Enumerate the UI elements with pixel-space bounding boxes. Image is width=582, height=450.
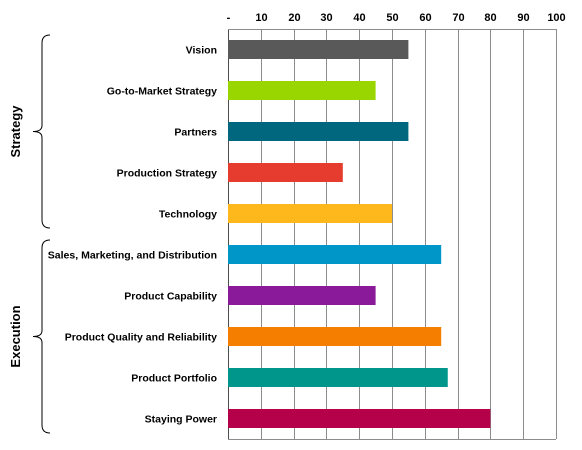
x-axis-ticks: - 10 20 30 40 50 60 70 80 90 100 — [227, 12, 566, 24]
bar-go-to-market-strategy — [228, 81, 376, 100]
bars — [228, 40, 491, 428]
bar-product-capability — [228, 286, 376, 305]
bar-technology — [228, 204, 392, 223]
x-tick-label: 10 — [255, 12, 267, 24]
category-label: Product Portfolio — [131, 373, 217, 385]
category-label: Sales, Marketing, and Distribution — [48, 250, 217, 262]
x-tick-label: 30 — [320, 12, 332, 24]
bar-staying-power — [228, 409, 491, 428]
x-tick-label: 90 — [517, 12, 529, 24]
x-tick-label: 20 — [288, 12, 300, 24]
group-bracket — [32, 34, 51, 229]
bar-vision — [228, 40, 409, 59]
bar-product-portfolio — [228, 368, 448, 387]
x-tick-label: 70 — [452, 12, 464, 24]
bar-product-quality-and-reliability — [228, 327, 442, 346]
x-tick-label: - — [227, 12, 231, 24]
x-tick-label: 100 — [547, 12, 565, 24]
bar-production-strategy — [228, 163, 343, 182]
category-label: Technology — [159, 209, 217, 221]
category-label: Vision — [186, 45, 217, 57]
bar-partners — [228, 122, 409, 141]
x-tick-label: 50 — [386, 12, 398, 24]
group-bracket — [32, 239, 51, 434]
bar-sales-marketing-and-distribution — [228, 245, 442, 264]
x-tick-label: 40 — [353, 12, 365, 24]
category-label: Partners — [174, 127, 217, 139]
group-label-strategy: Strategy — [8, 105, 23, 158]
category-label: Production Strategy — [117, 168, 218, 180]
group-brackets: Strategy Execution — [8, 34, 51, 434]
category-label: Go-to-Market Strategy — [107, 86, 217, 98]
category-label: Product Quality and Reliability — [65, 332, 217, 344]
category-label: Product Capability — [124, 291, 217, 303]
x-tick-label: 80 — [484, 12, 496, 24]
group-label-execution: Execution — [8, 305, 23, 367]
x-tick-label: 60 — [419, 12, 431, 24]
category-label: Staying Power — [145, 414, 217, 426]
category-labels: Vision Go-to-Market Strategy Partners Produ… — [48, 45, 217, 426]
